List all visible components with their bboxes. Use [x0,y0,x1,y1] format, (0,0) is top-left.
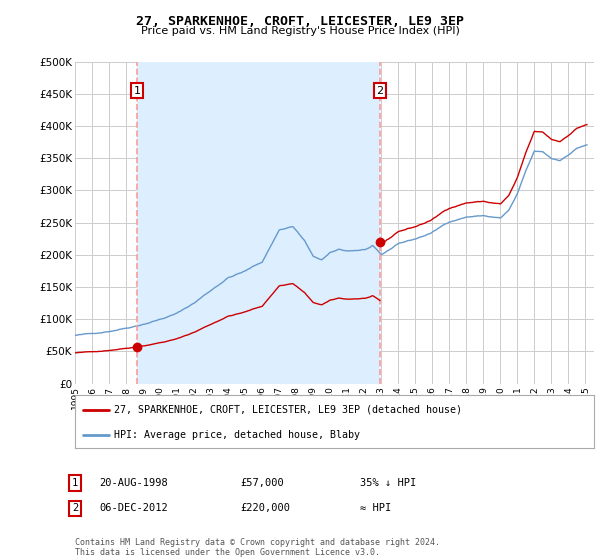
Text: 27, SPARKENHOE, CROFT, LEICESTER, LE9 3EP: 27, SPARKENHOE, CROFT, LEICESTER, LE9 3E… [136,15,464,28]
Text: 20-AUG-1998: 20-AUG-1998 [99,478,168,488]
Text: £220,000: £220,000 [240,503,290,514]
Text: 27, SPARKENHOE, CROFT, LEICESTER, LE9 3EP (detached house): 27, SPARKENHOE, CROFT, LEICESTER, LE9 3E… [114,405,462,415]
Text: 2: 2 [72,503,78,514]
Text: ≈ HPI: ≈ HPI [360,503,391,514]
Bar [137,62,380,384]
Text: 1: 1 [72,478,78,488]
Text: £57,000: £57,000 [240,478,284,488]
Text: 35% ↓ HPI: 35% ↓ HPI [360,478,416,488]
Text: 06-DEC-2012: 06-DEC-2012 [99,503,168,514]
Text: 1: 1 [133,86,140,96]
Text: Contains HM Land Registry data © Crown copyright and database right 2024.
This d: Contains HM Land Registry data © Crown c… [75,538,440,557]
Text: HPI: Average price, detached house, Blaby: HPI: Average price, detached house, Blab… [114,430,360,440]
Text: 2: 2 [376,86,383,96]
Text: Price paid vs. HM Land Registry's House Price Index (HPI): Price paid vs. HM Land Registry's House … [140,26,460,36]
